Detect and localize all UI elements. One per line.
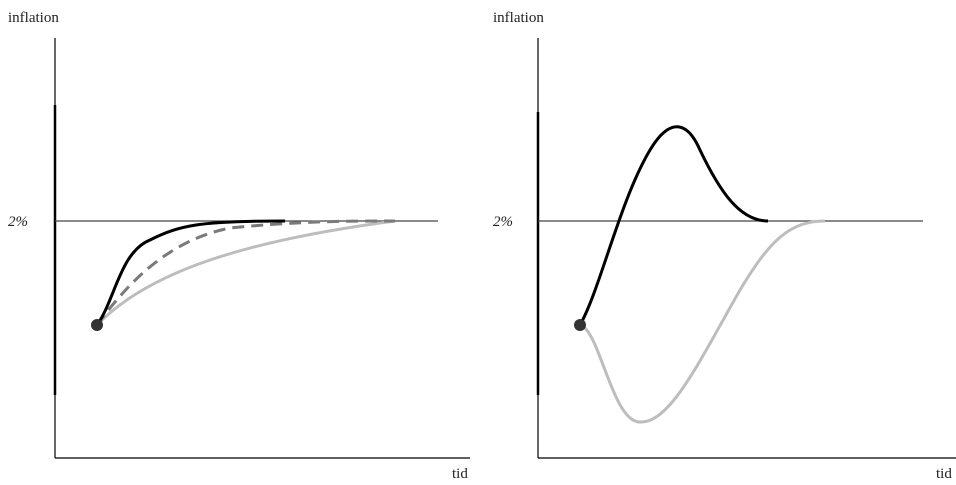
x-axis-label: tid	[452, 466, 468, 482]
start-point	[91, 319, 103, 331]
x-axis-label: tid	[936, 466, 952, 482]
path-fast	[95, 219, 286, 326]
panel-left: inflation tid 2%	[8, 10, 470, 482]
target-label: 2%	[493, 214, 513, 230]
path-slow	[95, 219, 396, 327]
panel-right: inflation tid 2%	[493, 10, 956, 482]
path-overshoot	[578, 125, 769, 326]
target-label: 2%	[8, 214, 28, 230]
path-medium	[95, 219, 396, 326]
y-axis-label: inflation	[493, 10, 544, 26]
start-point	[574, 319, 586, 331]
y-axis-label: inflation	[8, 10, 59, 26]
path-undershoot	[579, 219, 826, 424]
